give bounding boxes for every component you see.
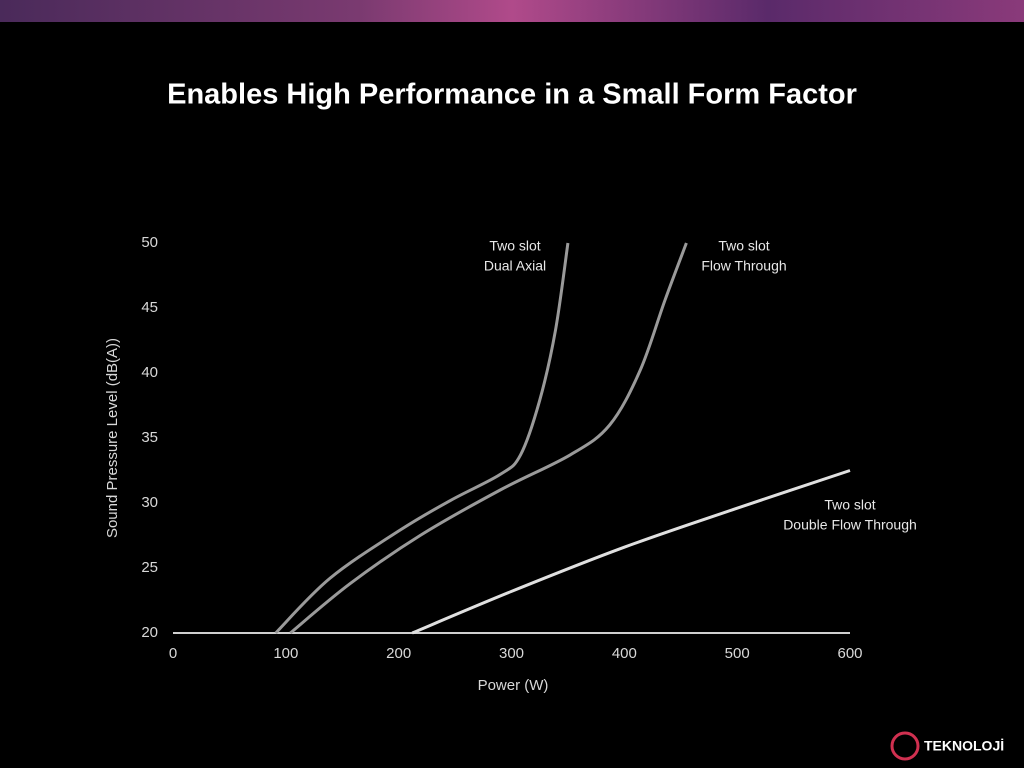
series-label: Two slot [824, 497, 875, 513]
series-label: Two slot [489, 238, 540, 254]
x-tick-label: 500 [725, 645, 750, 662]
y-axis-label: Sound Pressure Level (dB(A)) [104, 338, 121, 538]
chart-title: Enables High Performance in a Small Form… [167, 79, 857, 111]
logo: TEKNOLOJİ [890, 731, 1004, 761]
x-tick-label: 100 [273, 645, 298, 662]
series-line [274, 242, 570, 635]
series-label: Dual Axial [484, 258, 546, 274]
y-tick-label: 40 [141, 364, 158, 381]
x-tick-label: 0 [169, 645, 177, 662]
y-tick-label: 30 [141, 494, 158, 511]
x-axis-label: Power (W) [478, 677, 549, 694]
series-line [289, 242, 688, 635]
y-tick-label: 35 [141, 429, 158, 446]
y-tick-label: 20 [141, 624, 158, 641]
series-line [411, 469, 851, 635]
y-tick-label: 25 [141, 559, 158, 576]
y-tick-label: 45 [141, 299, 158, 316]
series-label: Flow Through [701, 258, 786, 274]
x-tick-label: 600 [837, 645, 862, 662]
y-tick-label: 50 [141, 234, 158, 251]
watermark: TEKNOLOJİ [924, 738, 1004, 754]
x-tick-label: 300 [499, 645, 524, 662]
header-band [0, 0, 1024, 22]
series-label: Two slot [718, 238, 769, 254]
x-tick-label: 400 [612, 645, 637, 662]
x-tick-label: 200 [386, 645, 411, 662]
series-label: Double Flow Through [783, 517, 917, 533]
logo-icon [890, 731, 920, 761]
